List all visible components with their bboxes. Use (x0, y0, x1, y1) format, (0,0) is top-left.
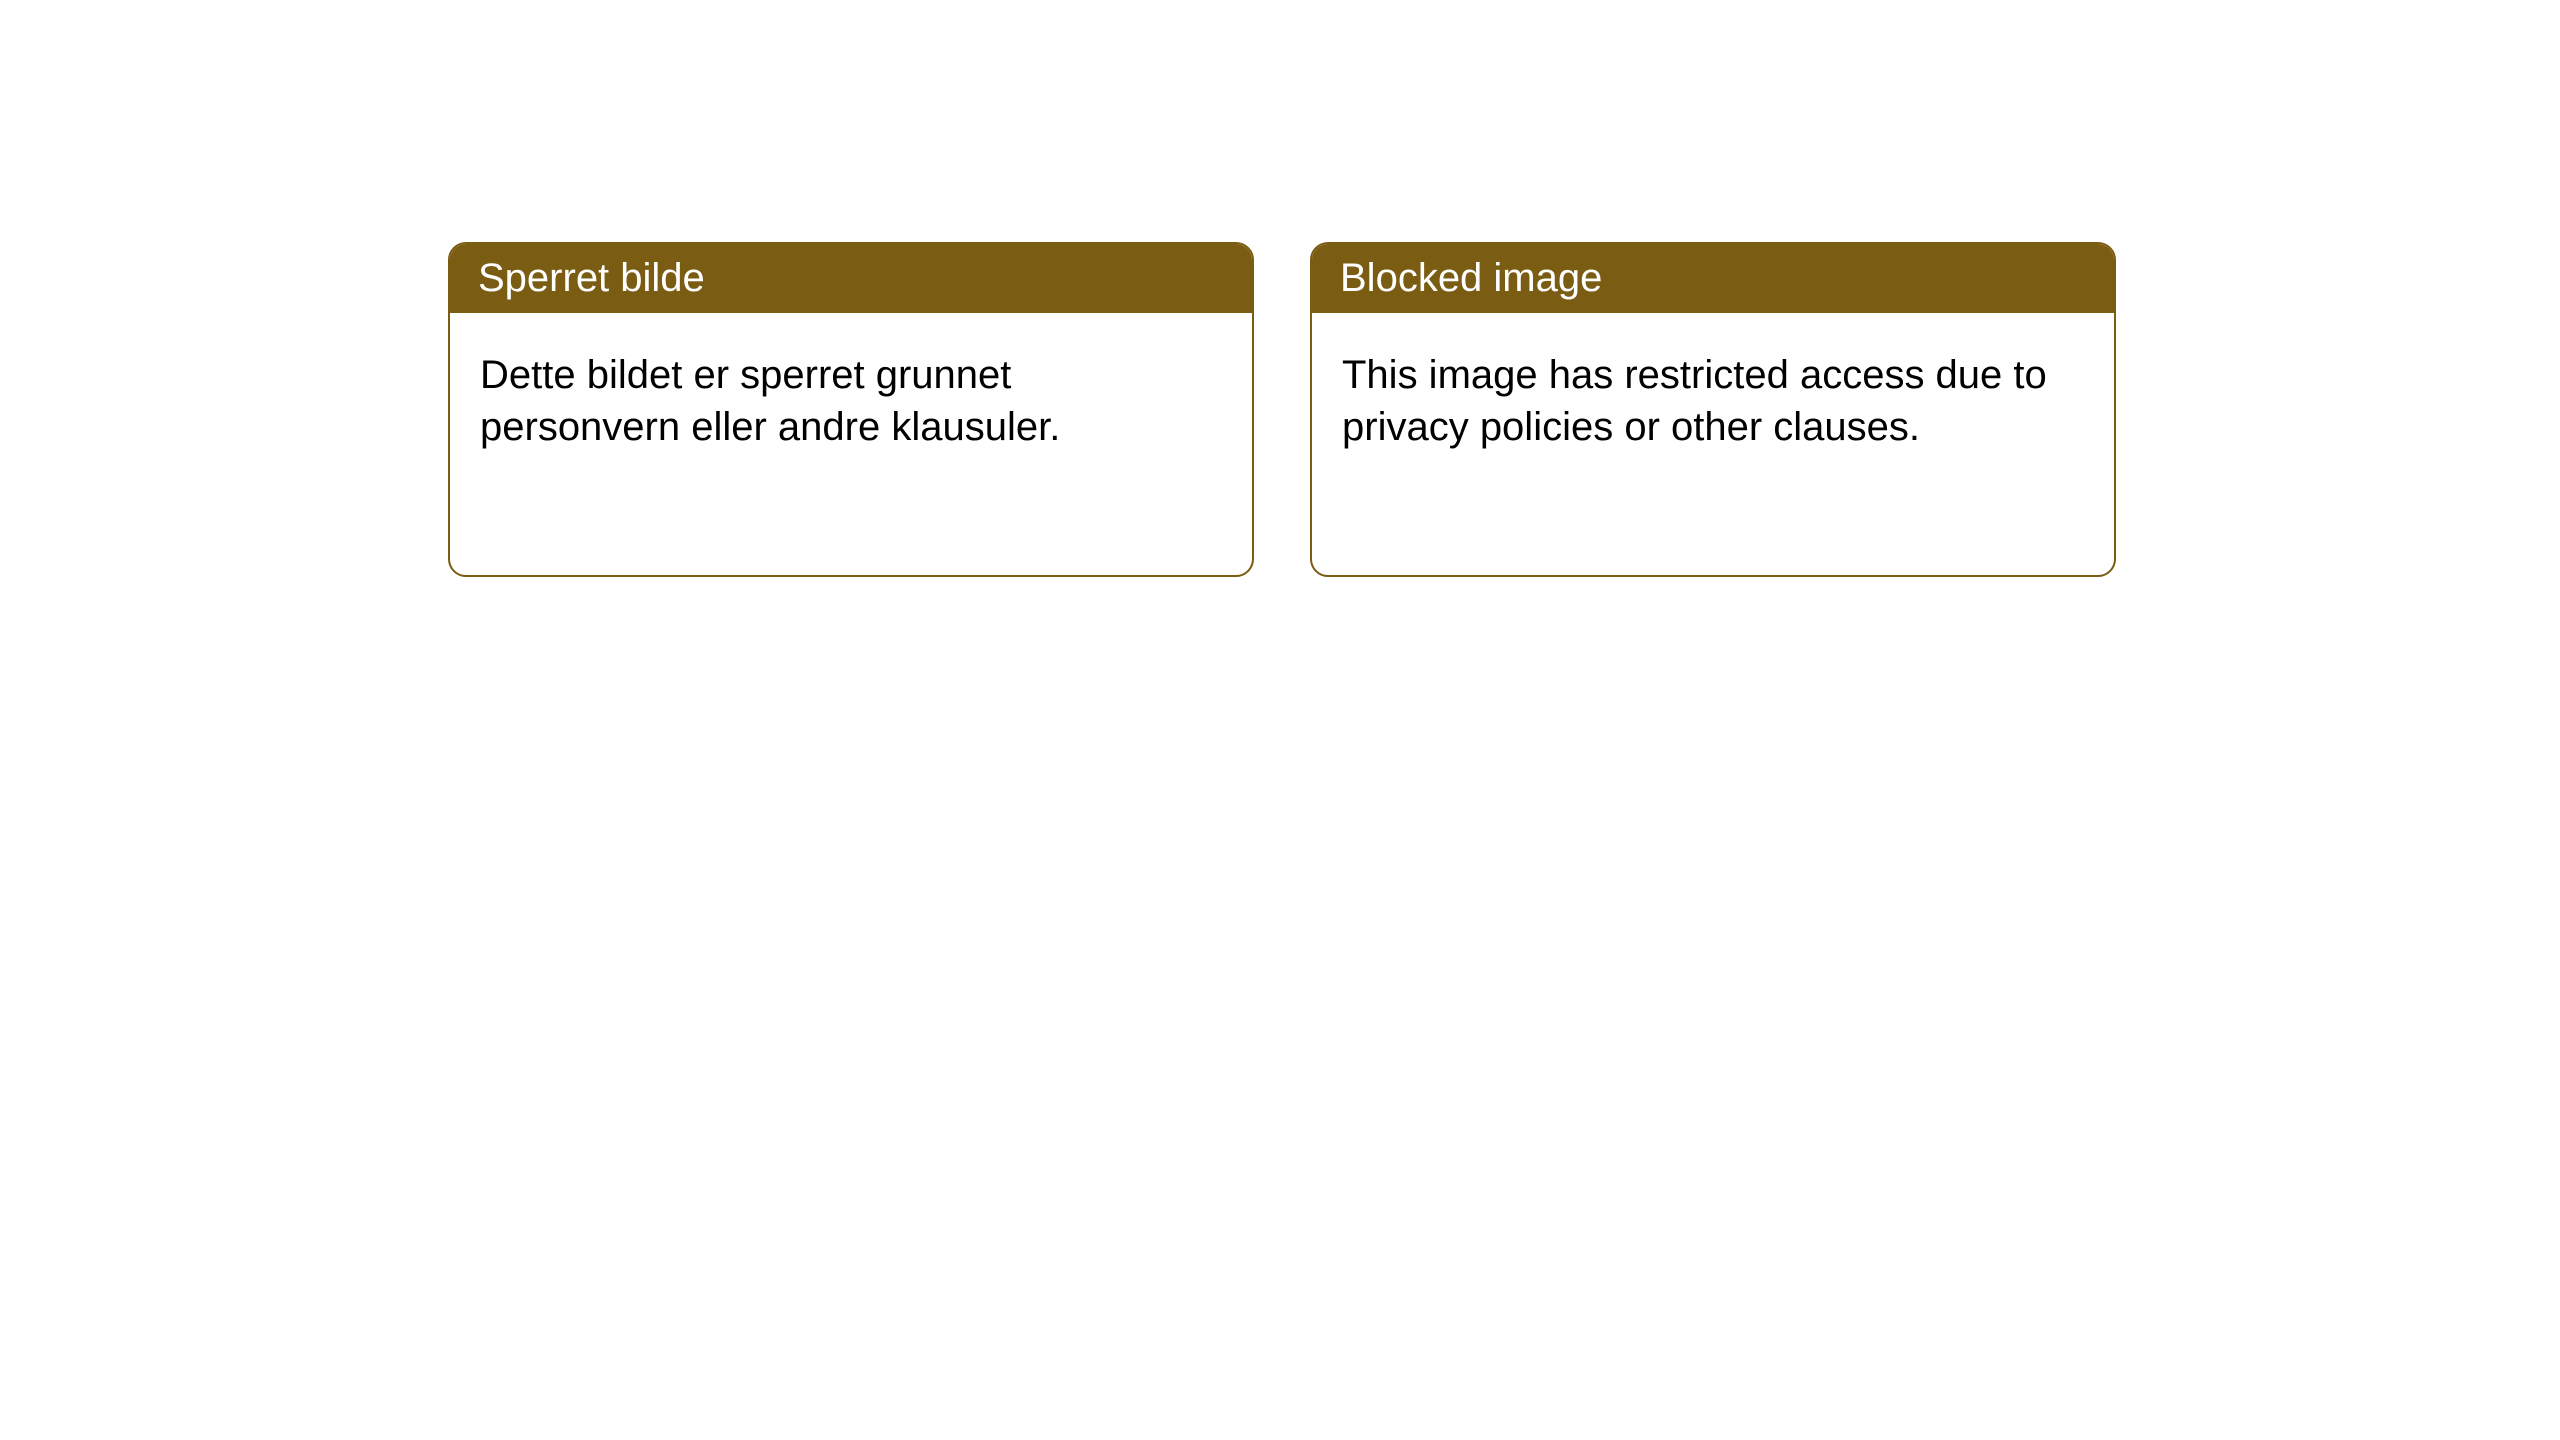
notice-body: Dette bildet er sperret grunnet personve… (450, 313, 1252, 489)
notice-card-english: Blocked image This image has restricted … (1310, 242, 2116, 577)
notice-body: This image has restricted access due to … (1312, 313, 2114, 489)
notice-title: Sperret bilde (450, 244, 1252, 313)
notice-container: Sperret bilde Dette bildet er sperret gr… (0, 0, 2560, 577)
notice-title: Blocked image (1312, 244, 2114, 313)
notice-card-norwegian: Sperret bilde Dette bildet er sperret gr… (448, 242, 1254, 577)
